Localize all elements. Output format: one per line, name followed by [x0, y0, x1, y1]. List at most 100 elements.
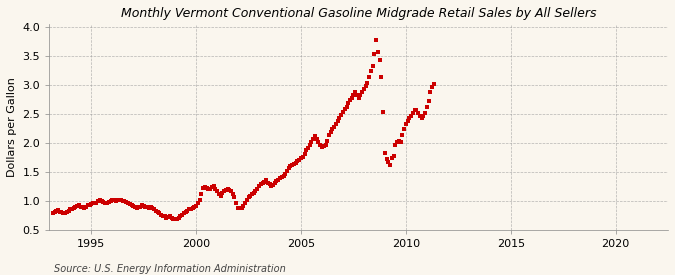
Point	[281, 169, 292, 174]
Point	[144, 205, 155, 210]
Point	[112, 198, 123, 202]
Point	[173, 215, 184, 220]
Point	[322, 139, 333, 143]
Point	[294, 157, 304, 162]
Point	[301, 148, 312, 153]
Point	[334, 116, 345, 120]
Point	[123, 201, 134, 205]
Point	[65, 207, 76, 212]
Point	[381, 157, 392, 161]
Point	[203, 187, 214, 191]
Point	[186, 207, 196, 211]
Point	[147, 206, 158, 211]
Point	[329, 124, 340, 129]
Point	[227, 192, 238, 197]
Point	[418, 113, 429, 118]
Point	[72, 204, 82, 208]
Point	[47, 211, 58, 215]
Point	[107, 198, 117, 202]
Point	[296, 156, 306, 161]
Point	[198, 186, 209, 190]
Point	[341, 104, 352, 109]
Point	[121, 200, 132, 204]
Point	[352, 92, 362, 97]
Point	[245, 193, 256, 198]
Point	[315, 142, 325, 147]
Point	[317, 145, 327, 149]
Point	[138, 204, 149, 208]
Point	[126, 203, 137, 208]
Point	[157, 214, 168, 218]
Point	[254, 183, 265, 188]
Point	[68, 206, 79, 211]
Point	[212, 189, 223, 194]
Point	[130, 205, 140, 209]
Point	[177, 213, 188, 217]
Point	[406, 113, 416, 118]
Point	[128, 204, 138, 208]
Point	[396, 139, 406, 144]
Point	[308, 136, 319, 141]
Point	[404, 116, 415, 121]
Point	[132, 205, 142, 210]
Point	[323, 133, 334, 138]
Point	[313, 139, 324, 144]
Point	[133, 205, 144, 209]
Point	[238, 204, 248, 208]
Point	[67, 207, 78, 211]
Point	[208, 183, 219, 188]
Point	[215, 193, 226, 198]
Point	[394, 139, 404, 143]
Point	[266, 183, 277, 188]
Point	[257, 181, 268, 185]
Point	[169, 217, 180, 222]
Point	[429, 81, 439, 86]
Point	[399, 127, 410, 132]
Point	[148, 207, 159, 212]
Point	[371, 38, 381, 42]
Point	[53, 208, 63, 212]
Point	[390, 142, 401, 147]
Point	[205, 186, 215, 191]
Point	[383, 160, 394, 164]
Point	[180, 210, 191, 214]
Point	[420, 111, 431, 115]
Point	[233, 205, 244, 210]
Point	[427, 84, 437, 89]
Point	[105, 199, 116, 204]
Point	[255, 182, 266, 186]
Y-axis label: Dollars per Gallon: Dollars per Gallon	[7, 77, 17, 177]
Point	[320, 142, 331, 147]
Point	[287, 163, 298, 167]
Point	[246, 192, 257, 197]
Point	[103, 200, 114, 204]
Point	[304, 142, 315, 147]
Point	[224, 188, 235, 192]
Point	[229, 195, 240, 199]
Point	[416, 116, 427, 121]
Point	[331, 122, 342, 126]
Point	[243, 195, 254, 199]
Point	[338, 110, 348, 114]
Point	[264, 182, 275, 186]
Point	[191, 204, 202, 208]
Point	[357, 90, 368, 94]
Point	[261, 178, 271, 182]
Point	[159, 214, 170, 219]
Point	[77, 205, 88, 209]
Point	[210, 186, 221, 191]
Point	[275, 176, 286, 180]
Point	[327, 127, 338, 132]
Point	[80, 204, 91, 209]
Point	[70, 205, 81, 209]
Point	[165, 214, 176, 219]
Point	[268, 182, 279, 187]
Point	[358, 87, 369, 91]
Point	[153, 210, 163, 214]
Point	[100, 200, 111, 205]
Point	[89, 201, 100, 205]
Point	[194, 197, 205, 202]
Point	[310, 134, 321, 138]
Point	[196, 192, 207, 196]
Point	[299, 152, 310, 156]
